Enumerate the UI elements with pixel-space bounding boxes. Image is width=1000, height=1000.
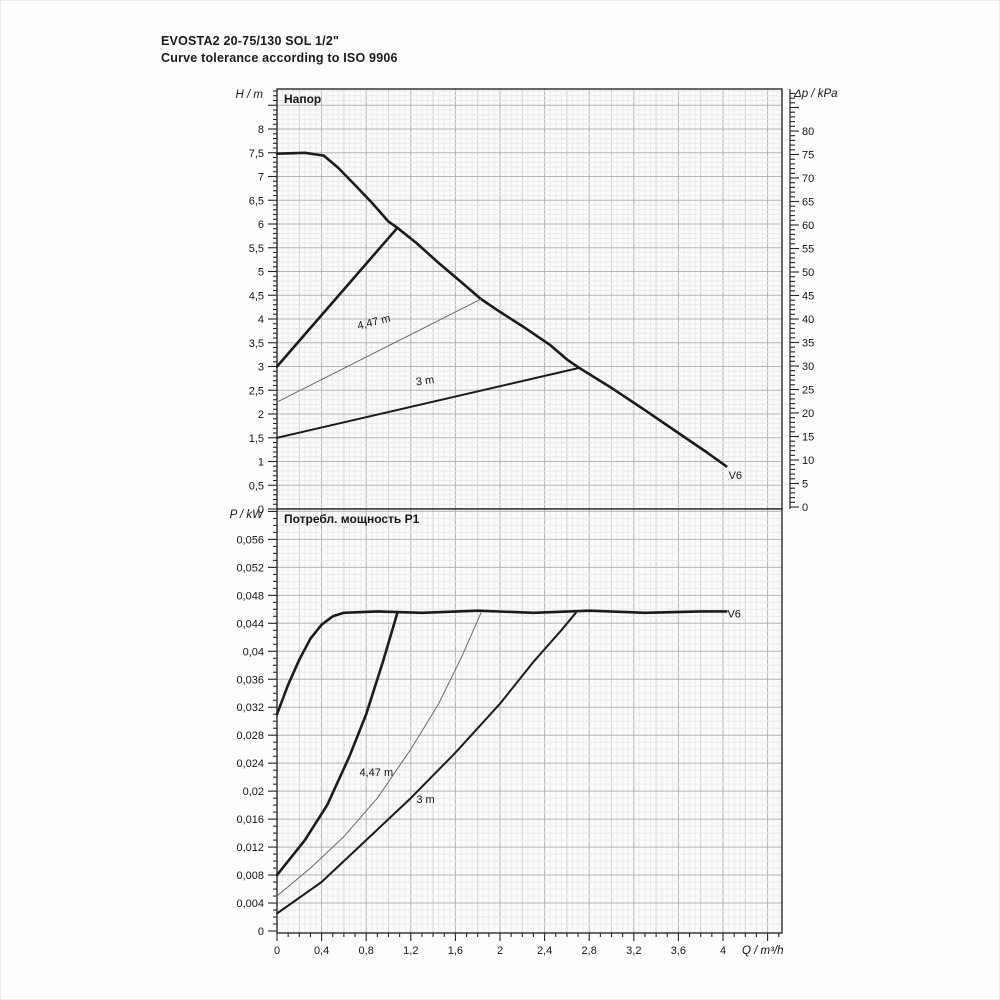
- head-y-tick-label: 7: [258, 172, 264, 184]
- power-y-tick-label: 0,012: [236, 842, 264, 854]
- head-y2-tick-label: 75: [802, 150, 814, 162]
- head-chart: 0 0,5 1 1,5 2 2,5 3 3,5 4 4,5 5 5,5 6 6,5 7 7,5 8 H / m 0 5…: [236, 88, 838, 516]
- power-series-power-curve-upper-setting: [275, 611, 399, 877]
- power-chart: 0 0,004 0,008 0,012 0,016 0,02 0,024 0,028 0,032…: [230, 508, 784, 957]
- power-x-tick-label: 2,8: [582, 945, 597, 957]
- power-x-tick-label: 2: [497, 945, 503, 957]
- figure-title: EVOSTA2 20-75/130 SOL 1/2": [161, 34, 340, 48]
- power-x-tick-label: 3,2: [626, 945, 641, 957]
- power-y-tick-label: 0,024: [236, 758, 264, 770]
- power-plot-title: Потребл. мощность P1: [284, 512, 420, 526]
- head-y-tick-label: 4,5: [249, 290, 264, 302]
- power-y-tick-label: 0,048: [236, 590, 264, 602]
- head-y2-axis-title: Δp / kPa: [793, 88, 838, 100]
- x-axis-unit-label: Q / m³/h: [742, 945, 784, 957]
- head-right-axis: 0 5 10 15 20 25 30 35 40 45 50 55 60 65 70 75 80: [789, 89, 814, 514]
- power-series-power-curve-4-47m: [276, 612, 482, 897]
- head-plot-background: [277, 89, 782, 509]
- head-y-tick-label: 1,5: [249, 433, 264, 445]
- head-y2-tick-label: 40: [802, 314, 814, 326]
- head-y-tick-label: 0: [258, 504, 264, 516]
- head-series-setting-curve-3m: [276, 366, 581, 439]
- power-y-tick-label: 0,044: [236, 618, 264, 630]
- power-x-tick-label: 3,6: [671, 945, 686, 957]
- head-y2-tick-label: 55: [802, 244, 814, 256]
- head-annotation: 3 m: [415, 374, 435, 388]
- head-y-axis-title: H / m: [236, 89, 264, 101]
- power-y-tick-label: 0: [258, 926, 264, 938]
- head-grid: [277, 89, 782, 509]
- head-y-tick-label: 2,5: [249, 385, 264, 397]
- power-y-tick-label: 0,052: [236, 562, 264, 574]
- power-y-tick-label: 0,028: [236, 730, 264, 742]
- power-x-tick-label: 1,2: [403, 945, 418, 957]
- power-y-tick-label: 0,004: [236, 898, 264, 910]
- power-y-tick-label: 0,02: [243, 786, 264, 798]
- head-series-setting-curve-4-47m: [276, 298, 482, 403]
- head-y-tick-label: 2: [258, 409, 264, 421]
- head-annotation: V6: [729, 470, 742, 482]
- power-y-tick-label: 0,032: [236, 702, 264, 714]
- power-x-tick-label: 1,6: [448, 945, 463, 957]
- figure-subtitle: Curve tolerance according to ISO 9906: [161, 51, 398, 65]
- power-annotation: 3 m: [416, 794, 434, 806]
- head-y2-tick-label: 25: [802, 385, 814, 397]
- head-y2-tick-label: 70: [802, 173, 814, 185]
- head-y2-tick-label: 30: [802, 361, 814, 373]
- head-y-tick-label: 6: [258, 219, 264, 231]
- power-y-tick-label: 0,016: [236, 814, 264, 826]
- power-x-tick-label: 4: [720, 945, 726, 957]
- head-y-tick-label: 7,5: [249, 148, 264, 160]
- power-y-tick-label: 0,008: [236, 870, 264, 882]
- power-grid: [277, 509, 782, 933]
- power-x-tick-label: 0,8: [359, 945, 374, 957]
- head-series-max-speed-curve-V6: [275, 151, 728, 468]
- power-left-axis: 0 0,004 0,008 0,012 0,016 0,02 0,024 0,028 0,032…: [236, 510, 277, 938]
- head-series-setting-curve-upper: [275, 226, 399, 368]
- power-y-axis-title: P / kW: [230, 509, 265, 521]
- head-y2-tick-label: 0: [802, 502, 808, 514]
- head-y-tick-label: 1: [258, 457, 264, 469]
- power-y-tick-label: 0,036: [236, 674, 264, 686]
- head-y2-tick-label: 50: [802, 267, 814, 279]
- head-y-tick-label: 0,5: [249, 480, 264, 492]
- head-y-tick-label: 5: [258, 267, 264, 279]
- head-y2-tick-label: 80: [802, 126, 814, 138]
- head-y-tick-label: 3: [258, 362, 264, 374]
- power-annotation: V6: [727, 609, 740, 621]
- power-annotation: 4,47 m: [360, 767, 394, 779]
- power-y-tick-label: 0,056: [236, 534, 264, 546]
- power-series-power-curve-V6: [275, 609, 728, 716]
- head-plot-title: Напор: [284, 92, 321, 106]
- head-y2-tick-label: 60: [802, 220, 814, 232]
- power-x-axis: 0 0,4 0,8 1,2 1,6 2 2,4 2,8 3,2 3,6 4: [274, 933, 780, 957]
- head-y2-tick-label: 45: [802, 291, 814, 303]
- head-y2-tick-label: 20: [802, 408, 814, 420]
- head-y-tick-label: 4: [258, 314, 264, 326]
- power-x-tick-label: 0: [274, 945, 280, 957]
- power-y-tick-label: 0,04: [243, 646, 264, 658]
- head-y-tick-label: 5,5: [249, 243, 264, 255]
- power-plot-border: [276, 508, 783, 934]
- head-y2-tick-label: 10: [802, 455, 814, 467]
- figure-title-block: EVOSTA2 20-75/130 SOL 1/2" Curve toleran…: [161, 33, 398, 67]
- head-y-tick-label: 6,5: [249, 195, 264, 207]
- head-y2-tick-label: 35: [802, 338, 814, 350]
- head-y2-tick-label: 65: [802, 197, 814, 209]
- head-y2-tick-label: 5: [802, 479, 808, 491]
- head-left-axis: 0 0,5 1 1,5 2 2,5 3 3,5 4 4,5 5 5,5 6 6,5 7 7,5 8: [249, 90, 277, 516]
- power-x-tick-label: 2,4: [537, 945, 552, 957]
- head-y2-tick-label: 15: [802, 432, 814, 444]
- power-series-power-curve-3m: [276, 611, 577, 915]
- power-x-tick-label: 0,4: [314, 945, 329, 957]
- head-y-tick-label: 3,5: [249, 338, 264, 350]
- head-y-tick-label: 8: [258, 124, 264, 136]
